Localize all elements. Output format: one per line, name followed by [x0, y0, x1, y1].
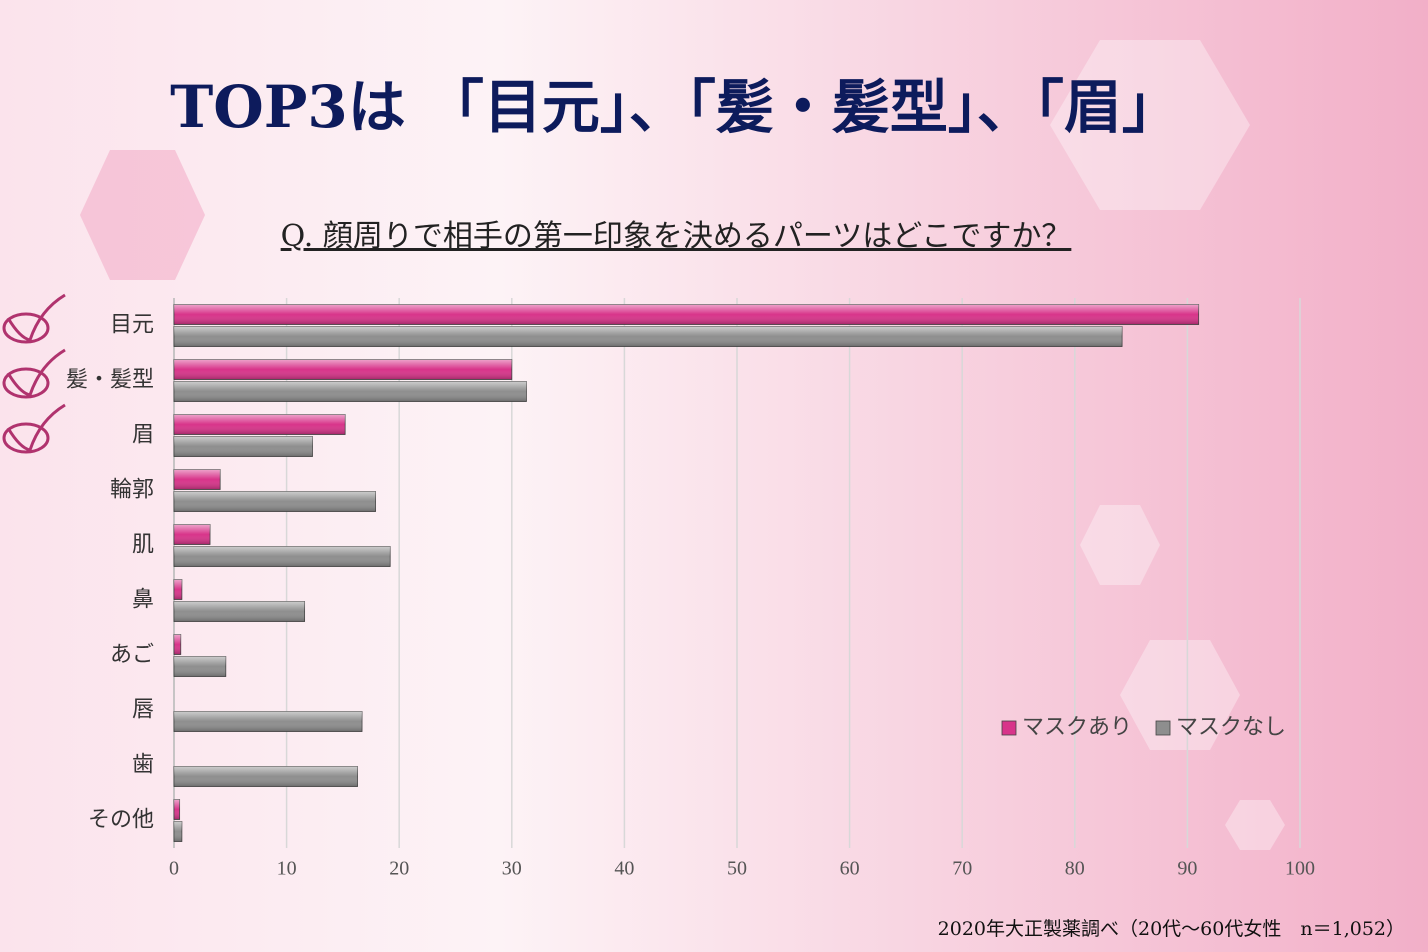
bar-shine [174, 381, 527, 402]
bar-shine [174, 491, 376, 512]
bar-shine [174, 634, 181, 655]
source-note: 2020年大正製薬調べ（20代～60代女性 n＝1,052） [938, 918, 1405, 940]
x-tick-label: 40 [614, 858, 634, 880]
y-tick-label: 目元 [110, 313, 154, 338]
bar-shine [174, 436, 313, 457]
bar-shine [174, 711, 363, 732]
y-tick-label: その他 [88, 808, 154, 833]
y-tick-label: 歯 [132, 753, 154, 778]
y-tick-label: 唇 [132, 698, 154, 723]
bar-shine [174, 326, 1123, 347]
bar-shine [174, 359, 512, 380]
bar-shine [174, 821, 182, 842]
bar-shine [174, 304, 1199, 325]
legend-swatch [1001, 720, 1017, 736]
legend-label: マスクなし [1176, 715, 1286, 740]
bar-shine [174, 601, 305, 622]
y-tick-label: 輪郭 [110, 478, 154, 503]
bar-shine [174, 414, 346, 435]
y-tick-label: 眉 [132, 423, 154, 448]
x-tick-label: 80 [1065, 858, 1085, 880]
x-tick-label: 30 [502, 858, 522, 880]
legend-label: マスクあり [1022, 715, 1132, 740]
x-tick-label: 60 [840, 858, 860, 880]
x-tick-label: 20 [389, 858, 409, 880]
bar-shine [174, 766, 358, 787]
x-tick-label: 100 [1285, 858, 1315, 880]
check-marks [2, 293, 66, 454]
x-tick-label: 50 [727, 858, 747, 880]
decoration [1050, 40, 1285, 850]
bar-shine [174, 469, 221, 490]
bar-shine [174, 524, 211, 545]
y-tick-label: 鼻 [132, 588, 154, 613]
chart-subtitle: Q. 顔周りで相手の第一印象を決めるパーツはどこですか？ [281, 219, 1072, 254]
y-tick-label: 肌 [132, 533, 154, 558]
legend-swatch [1155, 720, 1171, 736]
bar-shine [174, 656, 226, 677]
bar-shine [174, 546, 391, 567]
decoration [80, 150, 205, 280]
x-tick-label: 10 [277, 858, 297, 880]
x-tick-label: 0 [169, 858, 179, 880]
y-tick-label: 髪・髪型 [66, 368, 154, 393]
bar-shine [174, 799, 180, 820]
chart-title: TOP3は 「目元」、「髪・髪型」、「眉」 [170, 73, 1180, 141]
x-tick-label: 70 [952, 858, 972, 880]
x-tick-label: 90 [1177, 858, 1197, 880]
y-tick-label: あご [110, 643, 154, 668]
bar-shine [174, 579, 182, 600]
